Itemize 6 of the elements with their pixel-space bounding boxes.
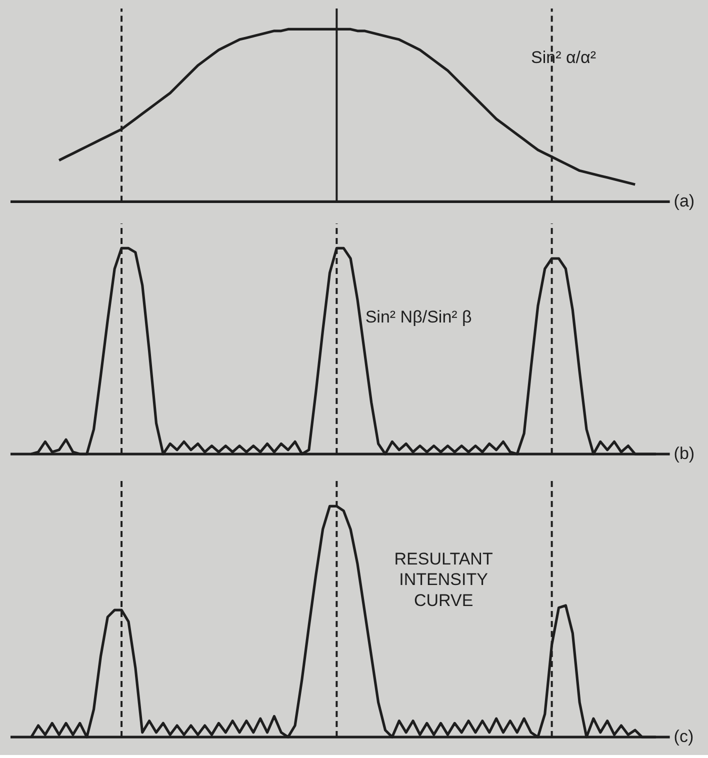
text: (a) (674, 192, 695, 211)
series-label: RESULTANT INTENSITY CURVE (394, 549, 493, 610)
text: (c) (674, 727, 694, 746)
text: Sin² α/α² (531, 48, 596, 68)
text: (b) (674, 444, 695, 464)
series-label: Sin² Nβ/Sin² β (365, 307, 472, 326)
